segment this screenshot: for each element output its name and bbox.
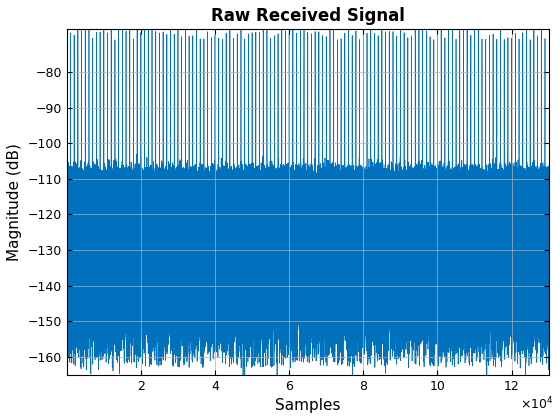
Text: $\times10^{4}$: $\times10^{4}$ [520,395,553,412]
Y-axis label: Magnitude (dB): Magnitude (dB) [7,143,22,261]
X-axis label: Samples: Samples [275,398,340,413]
Title: Raw Received Signal: Raw Received Signal [211,7,405,25]
